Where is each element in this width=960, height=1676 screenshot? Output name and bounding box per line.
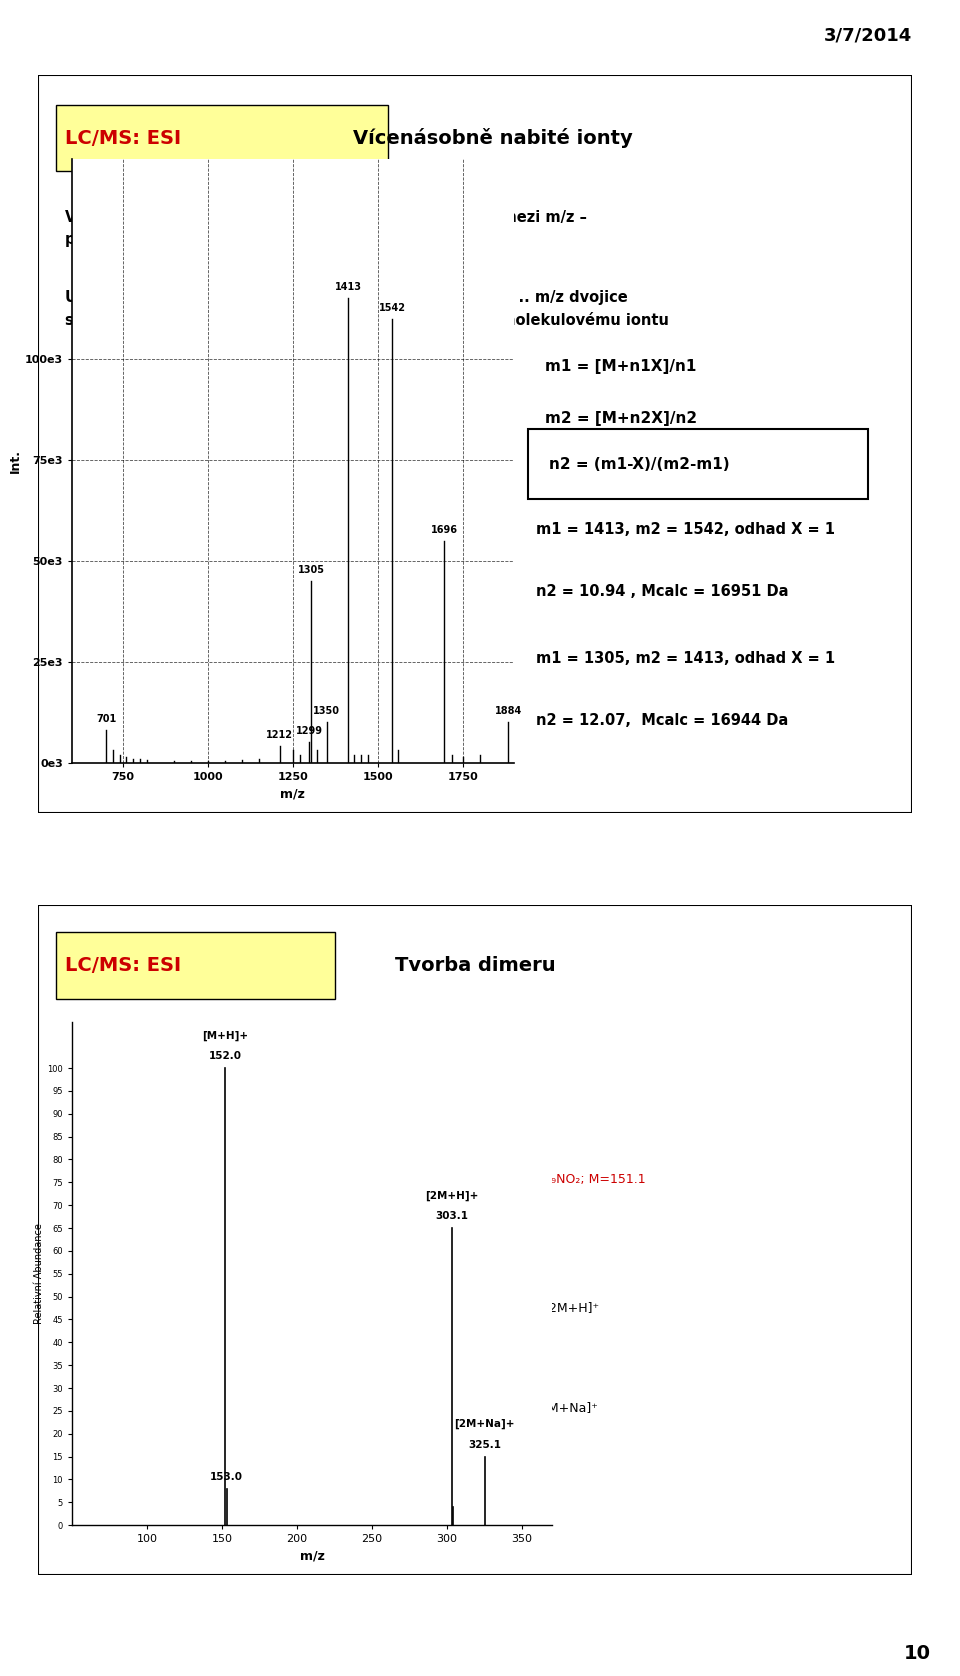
Text: m1 = 1305, m2 = 1413, odhad X = 1: m1 = 1305, m2 = 1413, odhad X = 1 [537,650,835,665]
FancyBboxPatch shape [56,932,335,999]
Text: 1542: 1542 [378,303,405,313]
Text: N-(4-hydroxyphenyl)acetamide: N-(4-hydroxyphenyl)acetamide [261,1032,445,1046]
Text: 10: 10 [904,1644,931,1663]
Y-axis label: Int.: Int. [9,449,22,473]
Text: Tvorba dimeru: Tvorba dimeru [395,955,556,975]
Text: [2M+Na]⁺: [2M+Na]⁺ [537,1401,599,1415]
Text: Paracetamol: Paracetamol [126,1032,233,1048]
Text: Určení náboje a celkové hmotnosti molekuly: m1 a m2 .. m/z dvojice
sousedních io: Určení náboje a celkové hmotnosti moleku… [64,290,668,328]
Text: 325.1: 325.1 [468,1440,501,1450]
Text: n2 = 12.07,  Mcalc = 16944 Da: n2 = 12.07, Mcalc = 16944 Da [537,714,788,729]
Text: m2 = [M+n2X]/n2: m2 = [M+n2X]/n2 [545,411,697,426]
Text: [2M+H]+: [2M+H]+ [425,1190,478,1200]
Text: 3/7/2014: 3/7/2014 [824,27,912,45]
Text: [M+H]+: [M+H]+ [202,1031,248,1041]
FancyBboxPatch shape [528,429,869,499]
Text: n2 = (m1-X)/(m2-m1): n2 = (m1-X)/(m2-m1) [549,456,731,471]
Text: 1305: 1305 [298,565,325,575]
Text: 152.0: 152.0 [208,1051,242,1061]
X-axis label: m/z: m/z [280,788,305,799]
Text: [2M+H]⁺: [2M+H]⁺ [545,1301,600,1314]
Text: 1413: 1413 [335,282,362,292]
Text: 1212: 1212 [266,731,294,741]
FancyBboxPatch shape [56,106,388,171]
Text: m1 = [M+n1X]/n1: m1 = [M+n1X]/n1 [545,359,696,374]
Text: 701: 701 [96,714,116,724]
Text: C₈H₉NO₂; M=151.1: C₈H₉NO₂; M=151.1 [528,1173,645,1187]
Y-axis label: Relativní Abundance: Relativní Abundance [35,1223,44,1324]
Text: 1350: 1350 [313,706,340,716]
Text: 1696: 1696 [431,525,458,535]
Text: m1 = 1413, m2 = 1542, odhad X = 1: m1 = 1413, m2 = 1542, odhad X = 1 [537,521,835,536]
Text: LC/MS: ESI: LC/MS: ESI [64,129,180,147]
Text: LC/MS: ESI: LC/MS: ESI [64,955,180,975]
Text: 1884: 1884 [494,706,522,716]
Text: 303.1: 303.1 [435,1212,468,1222]
Text: 153.0: 153.0 [210,1472,243,1482]
Text: n2 = 10.94 , Mcalc = 16951 Da: n2 = 10.94 , Mcalc = 16951 Da [537,585,789,600]
Text: [2M+Na]+: [2M+Na]+ [454,1420,515,1430]
Text: Velké molekuly (ESI) – série iontů  – nestejné rozdíly mezi m/z –
příklad koňský: Velké molekuly (ESI) – série iontů – nes… [64,208,587,246]
X-axis label: m/z: m/z [300,1550,324,1562]
Text: Vícenásobně nabité ionty: Vícenásobně nabité ionty [352,127,633,147]
Text: 1299: 1299 [296,726,323,736]
Text: ESI+: ESI+ [78,1110,110,1123]
